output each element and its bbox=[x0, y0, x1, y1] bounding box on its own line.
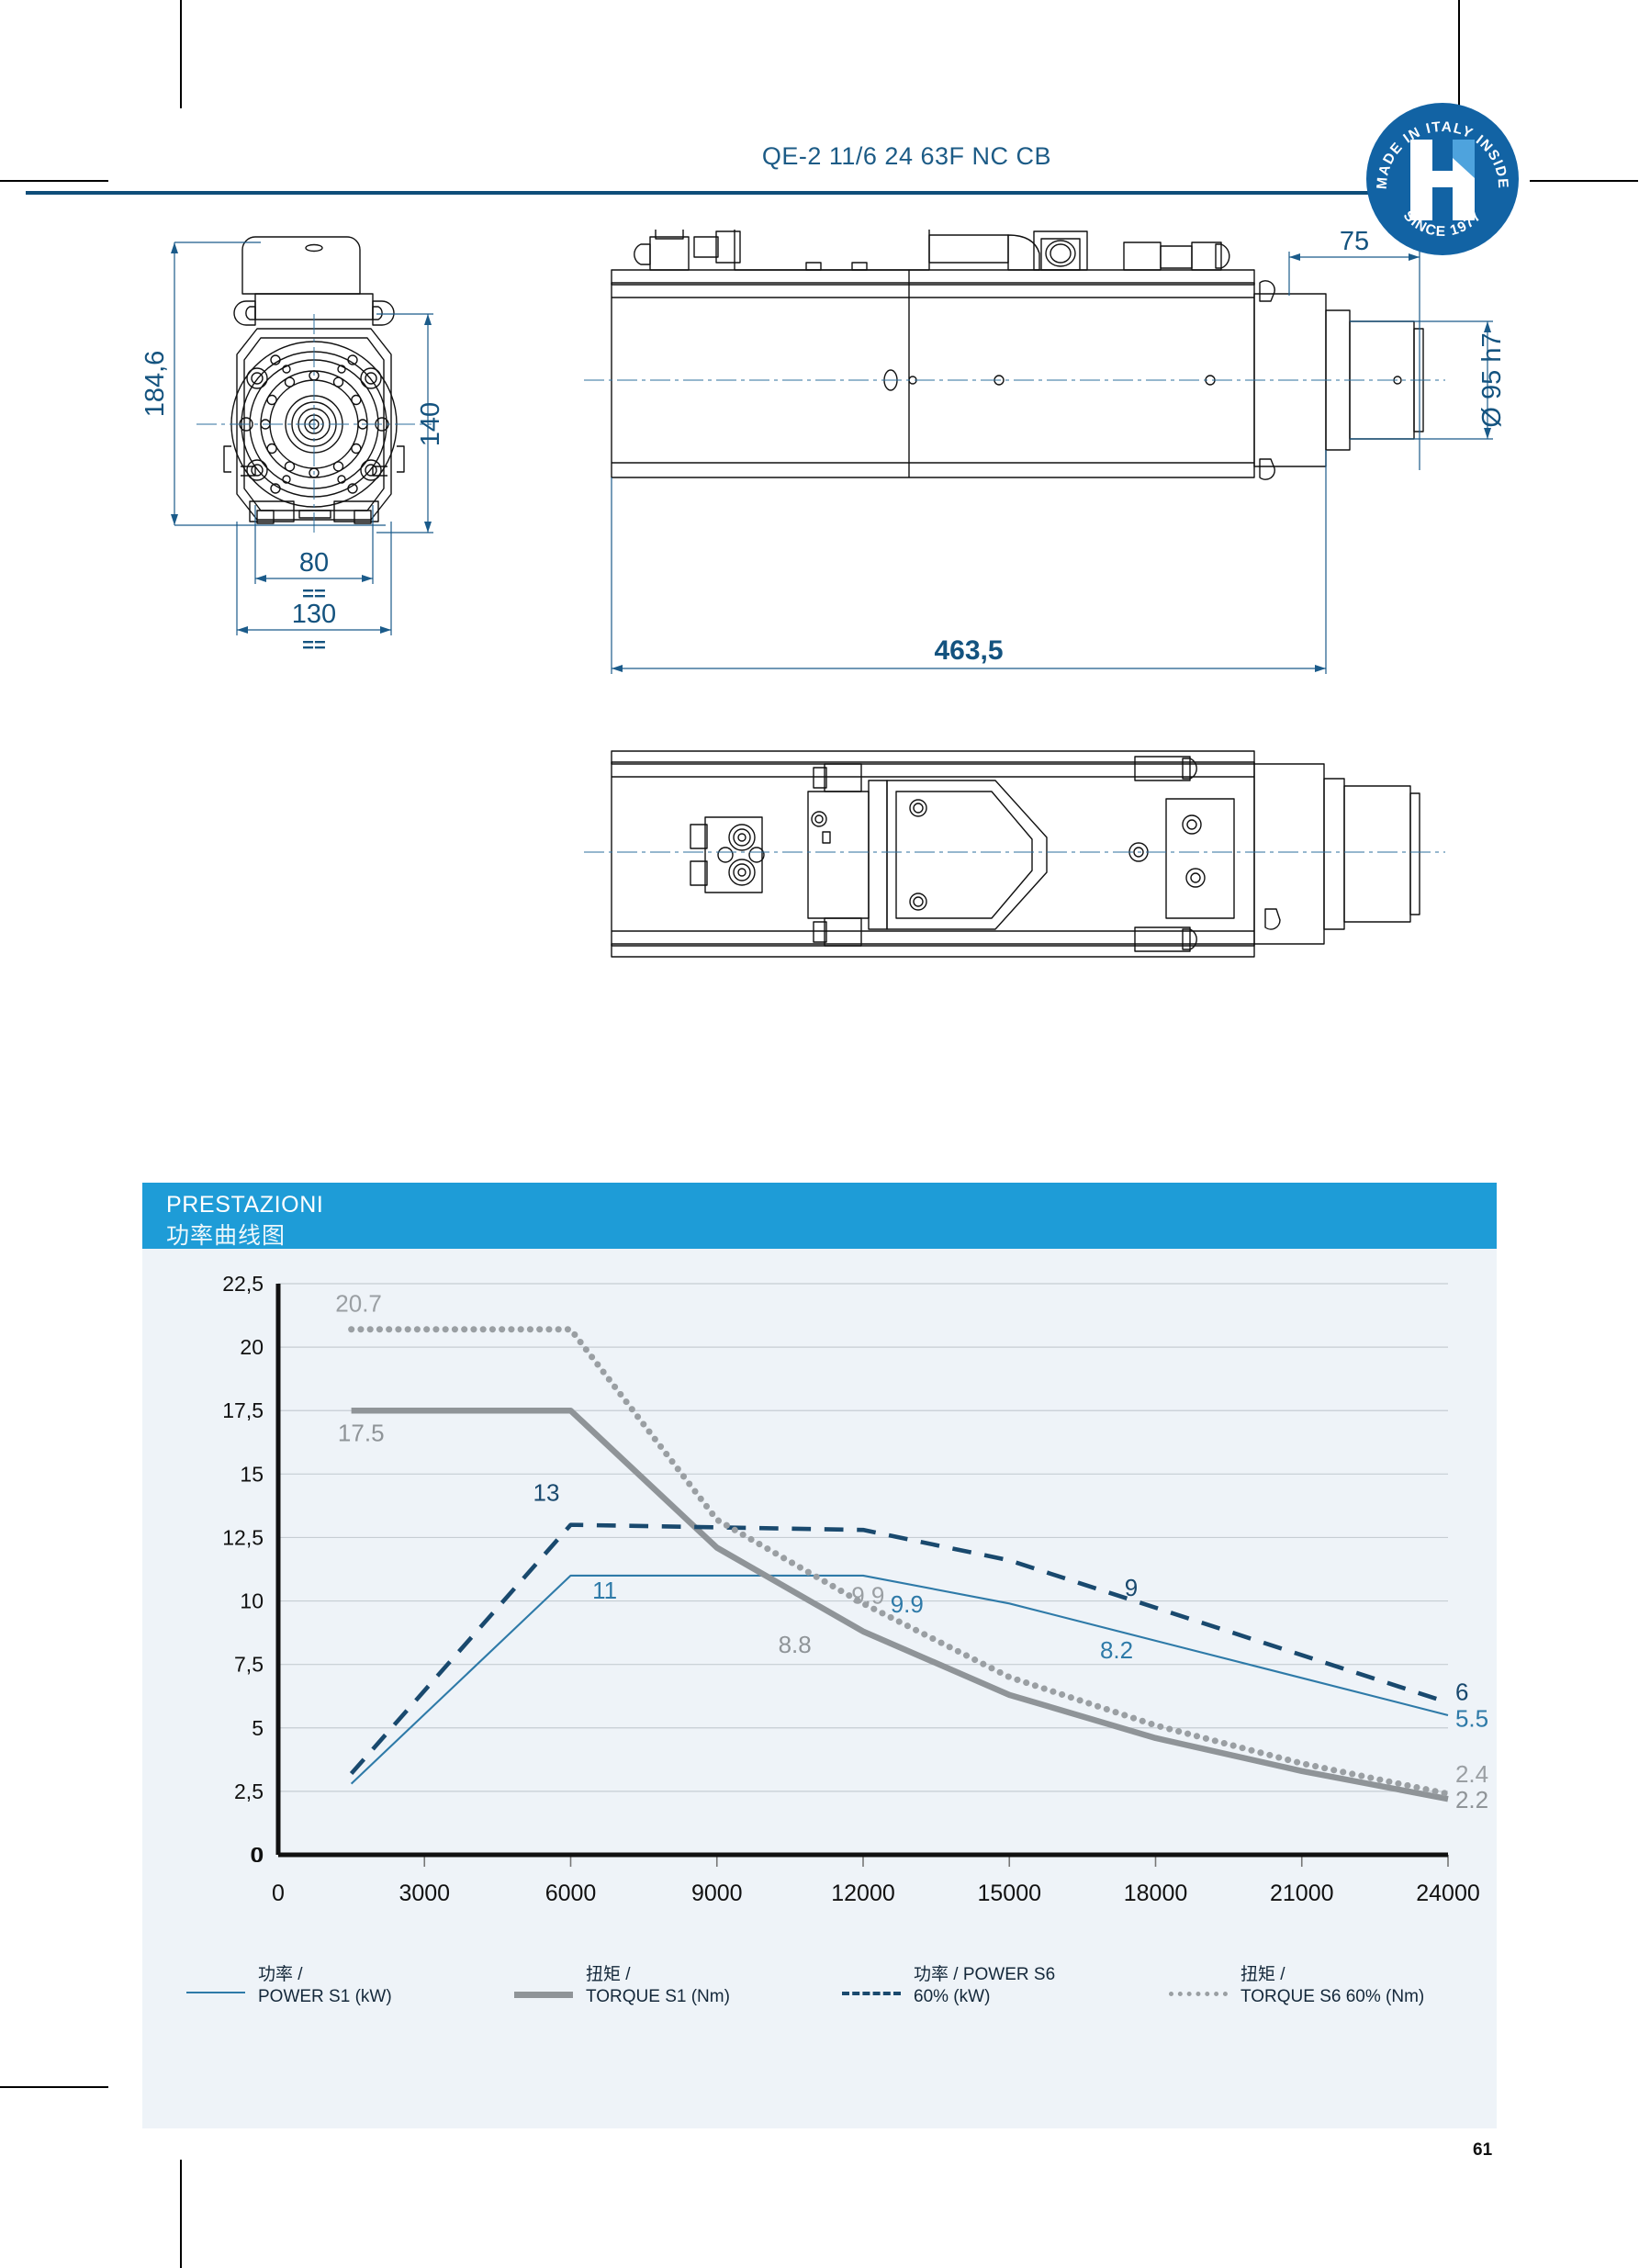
dim-height-right-label: 140 bbox=[416, 402, 445, 446]
badge-h-letter-icon bbox=[1410, 140, 1475, 220]
series-value-label: 11 bbox=[592, 1577, 617, 1604]
y-tick-label: 7,5 bbox=[234, 1653, 264, 1677]
technical-drawings: 184,6 140 80 == 130 == bbox=[0, 230, 1639, 1157]
legend-swatch-torque-s6 bbox=[1169, 1992, 1228, 1996]
dim-total-length-label: 463,5 bbox=[934, 635, 1003, 666]
chart-gridlines bbox=[278, 1283, 1448, 1792]
chart-legend: 功率 / POWER S1 (kW) 扭矩 / TORQUE S1 (Nm) 功… bbox=[142, 1959, 1497, 2060]
y-tick-label: 12,5 bbox=[222, 1525, 264, 1549]
legend-label-cn-torque-s6: 扭矩 / bbox=[1240, 1965, 1285, 1984]
chart-svg: 0 2,5 5 7,5 10 12,5 15 17,5 20 22,5 0 3000 6000 9000… bbox=[222, 1272, 1488, 1906]
legend-label-en-power-s1: POWER S1 (kW) bbox=[258, 1986, 392, 2006]
x-tick-label: 9000 bbox=[691, 1881, 743, 1906]
series-line bbox=[351, 1407, 1449, 1802]
x-tick-label: 21000 bbox=[1270, 1881, 1334, 1906]
symmetry-mark-inner: == bbox=[302, 582, 326, 605]
side-view-drawing bbox=[611, 230, 1424, 480]
y-tick-label: 15 bbox=[240, 1462, 264, 1486]
plan-view-drawing bbox=[611, 750, 1420, 958]
series-value-label: 17.5 bbox=[338, 1419, 385, 1446]
dim-width-outer-label: 130 bbox=[292, 600, 336, 629]
legend-swatch-power-s1 bbox=[186, 1992, 245, 1993]
legend-swatch-torque-s1 bbox=[514, 1992, 573, 1998]
crop-mark-top-left-v bbox=[180, 0, 182, 108]
legend-label-en-torque-s6: TORQUE S6 60% (Nm) bbox=[1240, 1986, 1425, 2006]
dim-nose-length-label: 75 bbox=[1340, 230, 1369, 256]
dim-shaft-label: Ø 95 h7 bbox=[1477, 332, 1507, 427]
x-tick-label: 18000 bbox=[1124, 1881, 1188, 1906]
x-tick-label: 3000 bbox=[399, 1881, 450, 1906]
legend-label-cn-power-s1: 功率 / bbox=[258, 1965, 303, 1984]
performance-header: PRESTAZIONI 功率曲线图 bbox=[142, 1183, 1497, 1249]
series-value-label: 8.2 bbox=[1100, 1636, 1133, 1664]
page-title: QE-2 11/6 24 63F NC CB bbox=[761, 142, 1051, 170]
legend-swatch-power-s6 bbox=[842, 1992, 901, 1995]
performance-title-cn: 功率曲线图 bbox=[166, 1223, 286, 1249]
legend-label-en-power-s6: 60% (kW) bbox=[914, 1986, 991, 2006]
legend-label-cn-torque-s1: 扭矩 / bbox=[586, 1965, 631, 1984]
crop-mark-top-right-v bbox=[1458, 0, 1460, 108]
x-tick-label: 0 bbox=[272, 1881, 285, 1906]
chart-data-labels: 11 9.9 8.2 5.5 17.5 8.8 2.2 13 9 6 20.7 9.9 2.4 bbox=[335, 1289, 1488, 1813]
series-value-label: 9 bbox=[1125, 1574, 1138, 1601]
symmetry-mark-outer: == bbox=[302, 634, 326, 657]
performance-chart: 0 2,5 5 7,5 10 12,5 15 17,5 20 22,5 0 3000 6000 9000… bbox=[142, 1249, 1497, 1983]
performance-title-it: PRESTAZIONI bbox=[166, 1192, 324, 1218]
chart-x-tick-labels: 0 3000 6000 9000 12000 15000 18000 21000 24000 bbox=[272, 1881, 1480, 1906]
legend-label-en-torque-s1: TORQUE S1 (Nm) bbox=[586, 1986, 730, 2006]
series-value-label: 9.9 bbox=[891, 1590, 924, 1618]
series-value-label: 20.7 bbox=[335, 1289, 382, 1317]
series-value-label: 8.8 bbox=[779, 1631, 812, 1658]
y-tick-label: 10 bbox=[240, 1589, 264, 1613]
header-divider bbox=[26, 191, 1458, 195]
series-value-label: 5.5 bbox=[1455, 1704, 1488, 1732]
y-tick-label: 0 bbox=[252, 1843, 264, 1867]
chart-origin-label: 0 bbox=[251, 1843, 263, 1867]
series-value-label: 2.4 bbox=[1455, 1760, 1488, 1788]
crop-mark-top-right-h bbox=[1530, 180, 1638, 182]
series-line bbox=[350, 1574, 1449, 1785]
drawings-svg: 184,6 140 80 == 130 == bbox=[140, 230, 1507, 958]
dim-width-inner-label: 80 bbox=[299, 548, 329, 578]
series-value-label: 6 bbox=[1455, 1678, 1468, 1705]
front-view-dimensions bbox=[171, 241, 433, 635]
x-tick-label: 12000 bbox=[831, 1881, 895, 1906]
y-tick-label: 20 bbox=[240, 1335, 264, 1359]
dim-height-label: 184,6 bbox=[140, 351, 170, 418]
series-line bbox=[348, 1326, 1452, 1798]
series-line bbox=[349, 1522, 1449, 1776]
series-value-label: 13 bbox=[533, 1478, 559, 1506]
crop-mark-top-left-h bbox=[0, 180, 108, 182]
crop-mark-bottom-left-h bbox=[0, 2086, 108, 2088]
x-tick-label: 6000 bbox=[545, 1881, 597, 1906]
series-value-label: 2.2 bbox=[1455, 1786, 1488, 1813]
crop-mark-bottom-left-v bbox=[180, 2160, 182, 2268]
y-tick-label: 5 bbox=[252, 1716, 264, 1740]
legend-label-cn-power-s6: 功率 / POWER S6 bbox=[914, 1965, 1056, 1984]
performance-panel: PRESTAZIONI 功率曲线图 0 2,5 5 7,5 10 12,5 15 17,5 20… bbox=[142, 1183, 1497, 2128]
y-tick-label: 22,5 bbox=[222, 1272, 264, 1296]
page-header: QE-2 11/6 24 63F NC CB MADE IN ITALY INS… bbox=[0, 0, 1639, 255]
y-tick-label: 17,5 bbox=[222, 1398, 264, 1422]
x-tick-label: 15000 bbox=[977, 1881, 1041, 1906]
chart-y-tick-labels: 0 2,5 5 7,5 10 12,5 15 17,5 20 22,5 bbox=[222, 1272, 264, 1867]
y-tick-label: 2,5 bbox=[234, 1780, 264, 1803]
chart-series bbox=[348, 1326, 1452, 1802]
made-in-italy-badge: MADE IN ITALY INSIDE SINCE 1977 bbox=[1366, 103, 1519, 255]
x-tick-label: 24000 bbox=[1416, 1881, 1480, 1906]
side-view-dimensions bbox=[611, 252, 1493, 674]
page-number: 61 bbox=[1473, 2140, 1493, 2160]
series-value-label: 9.9 bbox=[851, 1581, 884, 1609]
